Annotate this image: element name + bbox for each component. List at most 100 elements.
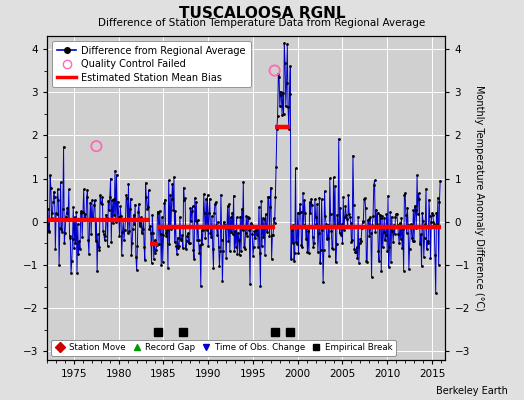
Point xyxy=(287,256,295,262)
Point xyxy=(339,194,347,200)
Point xyxy=(81,211,90,217)
Point xyxy=(105,207,113,213)
Point xyxy=(281,103,290,109)
Point xyxy=(53,186,62,192)
Point xyxy=(222,254,231,261)
Point xyxy=(434,262,443,268)
Point xyxy=(178,232,187,238)
Point xyxy=(155,241,163,247)
Point xyxy=(417,263,425,270)
Point xyxy=(321,213,330,220)
Point xyxy=(60,239,69,246)
Point xyxy=(203,227,211,233)
Point xyxy=(262,222,270,229)
Point xyxy=(280,40,289,46)
Point xyxy=(97,201,106,207)
Point xyxy=(316,247,325,253)
Point xyxy=(152,247,160,254)
Point xyxy=(431,290,440,296)
Point xyxy=(325,253,333,260)
Point xyxy=(224,238,233,244)
Point xyxy=(337,232,345,238)
Point xyxy=(367,230,375,236)
Point xyxy=(432,210,441,216)
Point xyxy=(125,228,134,235)
Point xyxy=(319,279,328,285)
Point xyxy=(330,174,338,180)
Point xyxy=(333,211,342,218)
Point xyxy=(76,246,84,252)
Point xyxy=(167,226,175,233)
Point xyxy=(64,186,73,193)
Point xyxy=(106,194,114,200)
Point xyxy=(332,259,340,266)
Point xyxy=(113,216,122,222)
Point xyxy=(261,251,269,258)
Point xyxy=(130,221,139,227)
Point xyxy=(129,226,137,232)
Point xyxy=(427,219,435,226)
Point xyxy=(292,239,300,246)
Point xyxy=(234,230,242,236)
Point xyxy=(169,207,178,213)
Point xyxy=(383,248,391,254)
Point xyxy=(112,171,121,178)
Point xyxy=(399,226,407,232)
Point xyxy=(378,244,387,250)
Point xyxy=(254,244,263,250)
Point xyxy=(191,195,199,201)
Point xyxy=(353,254,362,261)
Point xyxy=(205,210,213,216)
Point xyxy=(298,244,307,250)
Point xyxy=(398,244,406,251)
Point xyxy=(389,239,397,246)
Point xyxy=(48,210,57,216)
Point xyxy=(289,222,298,228)
Point xyxy=(179,244,187,251)
Point xyxy=(327,228,335,234)
Point xyxy=(346,214,354,220)
Point xyxy=(72,209,81,215)
Point xyxy=(326,211,335,218)
Point xyxy=(61,229,69,236)
Point xyxy=(304,228,312,234)
Point xyxy=(82,217,90,223)
Point xyxy=(406,245,414,252)
Point xyxy=(325,175,334,181)
Point xyxy=(410,238,418,244)
Point xyxy=(230,192,238,199)
Point xyxy=(277,92,286,98)
Point xyxy=(293,210,302,216)
Point xyxy=(51,246,60,252)
Point xyxy=(252,226,260,233)
Point xyxy=(249,253,257,259)
Point xyxy=(413,172,421,178)
Point xyxy=(429,212,437,218)
Point xyxy=(126,196,135,202)
Point xyxy=(83,186,92,193)
Point xyxy=(376,212,384,218)
Point xyxy=(174,244,182,251)
Point xyxy=(209,245,217,252)
Point xyxy=(256,282,265,289)
Point xyxy=(356,235,365,242)
Point xyxy=(184,230,192,237)
Point xyxy=(351,249,359,255)
Point xyxy=(196,242,204,249)
Point xyxy=(62,214,70,220)
Point xyxy=(91,197,99,204)
Point xyxy=(302,225,311,231)
Point xyxy=(68,258,76,265)
Point xyxy=(312,221,321,228)
Point xyxy=(159,259,167,265)
Point xyxy=(118,229,127,236)
Point xyxy=(136,220,145,226)
Point xyxy=(223,224,231,231)
Point xyxy=(381,237,389,244)
Point xyxy=(246,281,254,288)
Point xyxy=(216,247,224,254)
Point xyxy=(100,230,108,237)
Point xyxy=(344,224,352,230)
Point xyxy=(364,217,372,224)
Point xyxy=(161,196,169,203)
